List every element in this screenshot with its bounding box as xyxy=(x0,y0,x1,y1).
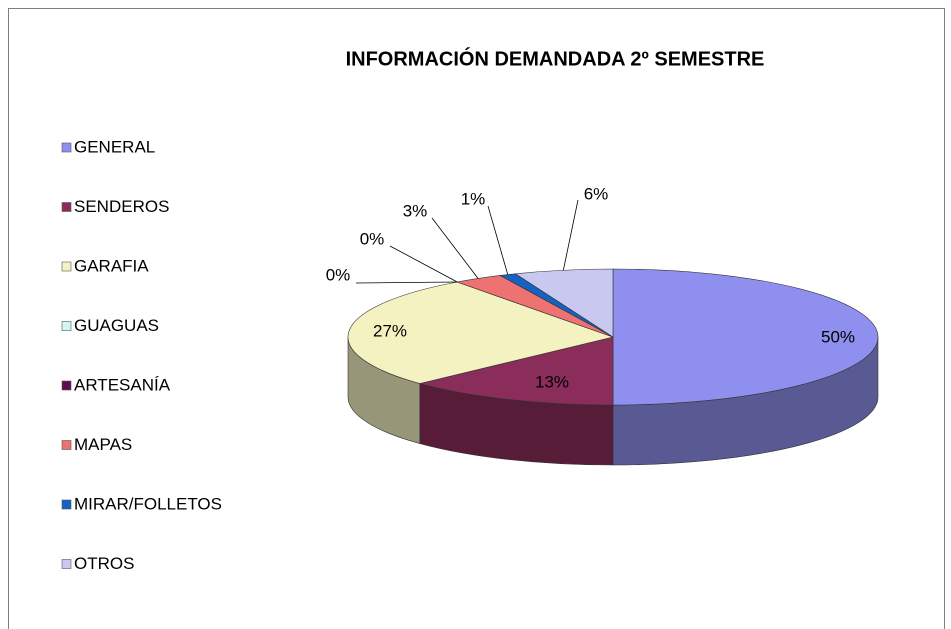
data-label: 1% xyxy=(461,189,486,208)
legend-label: OTROS xyxy=(74,554,134,573)
leader-line xyxy=(487,205,509,275)
legend-label: GARAFIA xyxy=(74,256,149,275)
leader-line xyxy=(355,281,458,284)
slice xyxy=(612,268,879,406)
legend-swatch xyxy=(61,380,72,391)
data-label: 6% xyxy=(584,184,609,203)
legend-label: MIRAR/FOLLETOS xyxy=(74,494,222,513)
legend-label: SENDEROS xyxy=(74,197,169,216)
legend-swatch xyxy=(61,559,72,569)
slice xyxy=(419,336,614,406)
data-label: 0% xyxy=(326,265,351,284)
legend-label: GUAGUAS xyxy=(74,316,159,335)
data-label: 0% xyxy=(360,229,385,248)
legend-swatch xyxy=(61,440,72,450)
data-label: 13% xyxy=(535,372,569,391)
legend-label: MAPAS xyxy=(74,435,132,454)
legend-swatch xyxy=(61,499,72,510)
data-label: 50% xyxy=(821,327,855,346)
legend-swatch xyxy=(61,261,72,272)
data-label: 3% xyxy=(403,201,428,220)
leader-line xyxy=(389,245,458,283)
slice xyxy=(347,281,615,384)
leader-line xyxy=(562,199,579,271)
leader-line xyxy=(431,217,479,279)
legend-label: ARTESANÍA xyxy=(74,375,171,394)
data-label: 27% xyxy=(373,321,407,340)
legend-swatch xyxy=(61,321,72,331)
legend-swatch xyxy=(61,142,72,153)
legend-swatch xyxy=(61,202,72,212)
chart-title: INFORMACIÓN DEMANDADA 2º SEMESTRE xyxy=(346,46,765,70)
legend-label: GENERAL xyxy=(74,137,155,156)
